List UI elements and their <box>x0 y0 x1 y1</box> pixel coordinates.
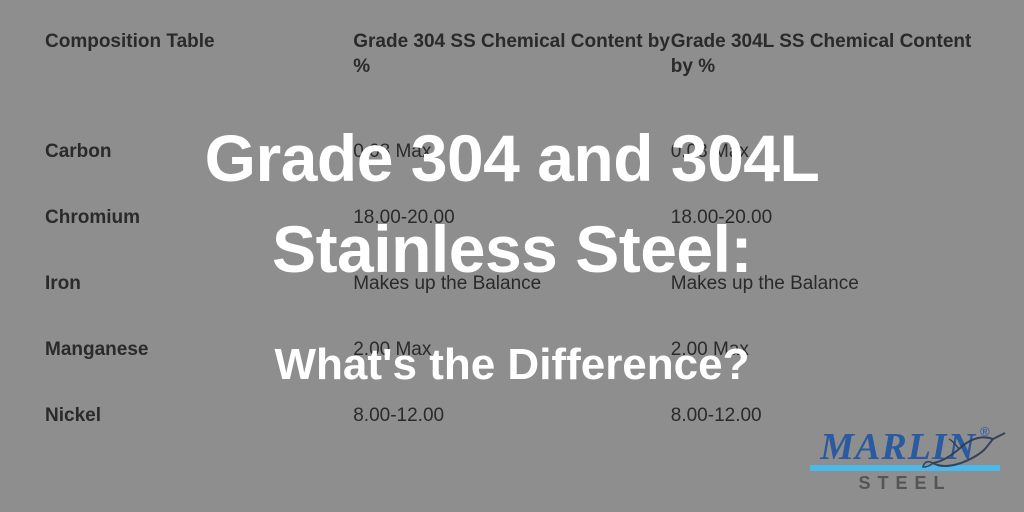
table-row: Chromium 18.00-20.00 18.00-20.00 <box>45 185 979 251</box>
composition-table-container: Composition Table Grade 304 SS Chemical … <box>0 0 1024 479</box>
table-row: Iron Makes up the Balance Makes up the B… <box>45 251 979 317</box>
row-value-304l: 18.00-20.00 <box>671 185 979 251</box>
marlin-logo: MARLIN ® STEEL <box>810 425 1000 494</box>
row-value-304: 2.00 Max <box>353 317 671 383</box>
header-304: Grade 304 SS Chemical Content by % <box>353 30 671 119</box>
row-value-304: 18.00-20.00 <box>353 185 671 251</box>
header-304l: Grade 304L SS Chemical Content by % <box>671 30 979 119</box>
row-label: Carbon <box>45 119 353 185</box>
row-value-304: Makes up the Balance <box>353 251 671 317</box>
composition-table: Composition Table Grade 304 SS Chemical … <box>45 30 979 449</box>
table-row: Carbon 0.08 Max 0.03 Max <box>45 119 979 185</box>
row-value-304: 8.00-12.00 <box>353 383 671 449</box>
row-value-304: 0.08 Max <box>353 119 671 185</box>
row-label: Iron <box>45 251 353 317</box>
row-value-304l: 2.00 Max <box>671 317 979 383</box>
row-label: Nickel <box>45 383 353 449</box>
row-value-304l: 0.03 Max <box>671 119 979 185</box>
header-composition: Composition Table <box>45 30 353 119</box>
row-label: Chromium <box>45 185 353 251</box>
marlin-fish-icon <box>921 431 1006 481</box>
table-header-row: Composition Table Grade 304 SS Chemical … <box>45 30 979 119</box>
row-value-304l: Makes up the Balance <box>671 251 979 317</box>
table-row: Manganese 2.00 Max 2.00 Max <box>45 317 979 383</box>
row-label: Manganese <box>45 317 353 383</box>
logo-top-row: MARLIN ® <box>820 425 990 469</box>
